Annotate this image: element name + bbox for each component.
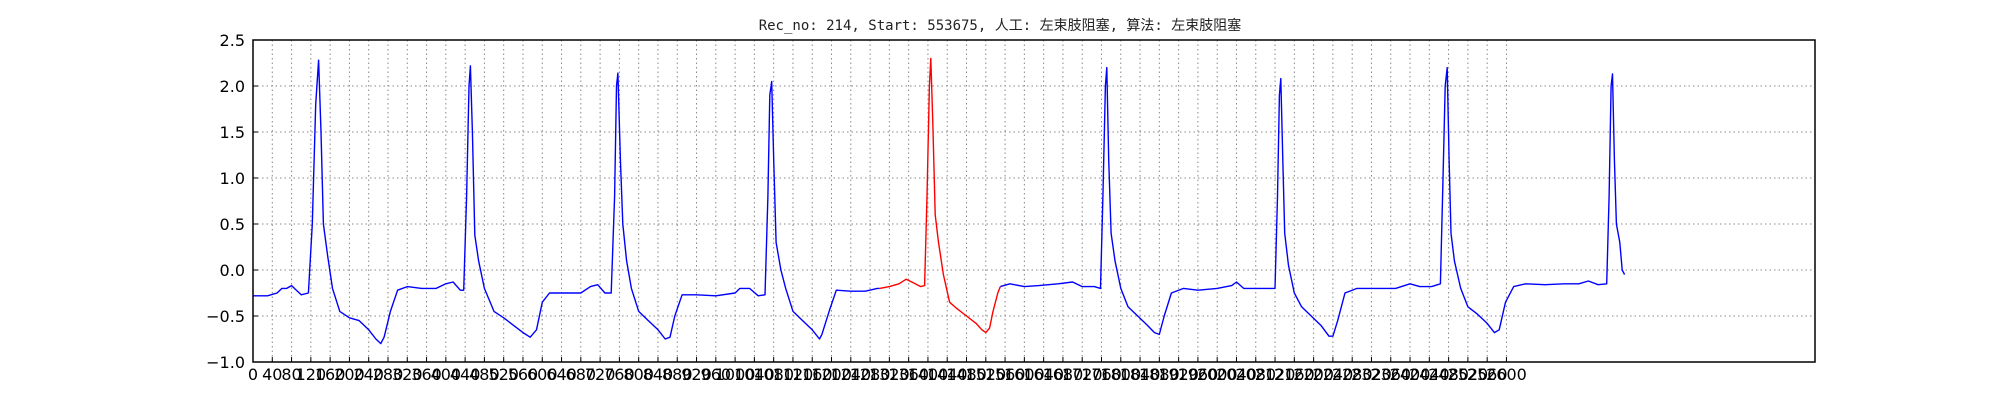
x-tick-label: 920 (681, 365, 712, 384)
x-tick-label: 1960 (1178, 365, 1219, 384)
x-tick-label: 1160 (792, 365, 833, 384)
x-tick-label: 2000 (1197, 365, 1238, 384)
ecg-trace-highlighted-beat (879, 57, 1001, 334)
x-tick-label: 1200 (811, 365, 852, 384)
x-tick-label: 1400 (908, 365, 949, 384)
x-tick-label: 600 (527, 365, 558, 384)
x-tick-label: 1240 (830, 365, 871, 384)
chart-title: Rec_no: 214, Start: 553675, 人工: 左束肢阻塞, 算… (759, 17, 1242, 34)
y-tick-labels: −1.0 −0.5 0.0 0.5 1.0 1.5 2.0 2.5 (206, 31, 245, 372)
x-tick-label: 1360 (888, 365, 929, 384)
x-tick-label: 1000 (715, 365, 756, 384)
x-tick-label: 800 (623, 365, 654, 384)
x-tick-label: 1680 (1043, 365, 1084, 384)
x-tick-label: 880 (662, 365, 693, 384)
x-tick-label: 2280 (1332, 365, 1373, 384)
y-tick-label: 2.0 (220, 77, 245, 96)
x-tick-label: 1760 (1081, 365, 1122, 384)
grid-lines (252, 39, 1815, 363)
x-tick-label: 480 (469, 365, 500, 384)
x-tick-label: 1720 (1062, 365, 1103, 384)
x-tick-label: 1080 (753, 365, 794, 384)
x-tick-label: 2520 (1448, 365, 1489, 384)
x-tick-label: 2080 (1235, 365, 1276, 384)
x-tick-label: 1840 (1120, 365, 1161, 384)
x-tick-label: 2040 (1216, 365, 1257, 384)
x-tick-label: 760 (604, 365, 635, 384)
x-tick-label: 1040 (734, 365, 775, 384)
x-tick-label: 440 (450, 365, 481, 384)
x-tick-label: 1480 (946, 365, 987, 384)
x-tick-label: 200 (334, 365, 365, 384)
x-tick-label: 1880 (1139, 365, 1180, 384)
x-tick-label: 1560 (985, 365, 1026, 384)
x-tick-label: 2560 (1467, 365, 1508, 384)
x-tick-label: 400 (431, 365, 462, 384)
x-tick-label: 2240 (1313, 365, 1354, 384)
x-tick-label: 1920 (1158, 365, 1199, 384)
x-tick-label: 1600 (1004, 365, 1045, 384)
y-tick-label: 0.0 (220, 261, 245, 280)
x-tick-label: 160 (315, 365, 346, 384)
x-tick-label: 280 (373, 365, 404, 384)
x-tick-label: 1120 (773, 365, 814, 384)
x-tick-label: 1320 (869, 365, 910, 384)
x-tick-label: 0 (248, 365, 258, 384)
x-tick-label: 1640 (1023, 365, 1064, 384)
x-tick-label: 1280 (850, 365, 891, 384)
ecg-trace-normal (1000, 66, 1626, 337)
ecg-trace-normal (253, 59, 880, 345)
x-tick-label: 2400 (1390, 365, 1431, 384)
x-tick-label: 2160 (1274, 365, 1315, 384)
y-tick-label: 1.5 (220, 123, 245, 142)
x-tick-label: 1800 (1100, 365, 1141, 384)
plot-frame (252, 39, 1816, 363)
x-tick-label: 640 (546, 365, 577, 384)
x-tick-label: 960 (701, 365, 732, 384)
x-tick-label: 360 (411, 365, 442, 384)
x-tick-label: 240 (353, 365, 384, 384)
y-tick-label: 1.0 (220, 169, 245, 188)
x-tick-label: 2480 (1428, 365, 1469, 384)
x-tick-label: 2320 (1351, 365, 1392, 384)
x-tick-label: 1520 (965, 365, 1006, 384)
y-tick-label: −1.0 (206, 353, 245, 372)
x-tick-label: 2600 (1486, 365, 1527, 384)
x-tick-label: 80 (281, 365, 301, 384)
y-tick-label: 0.5 (220, 215, 245, 234)
x-tick-label: 320 (392, 365, 423, 384)
x-tick-label: 40 (262, 365, 282, 384)
x-tick-label: 2360 (1370, 365, 1411, 384)
x-tick-label: 2200 (1293, 365, 1334, 384)
x-tick-label: 1440 (927, 365, 968, 384)
y-tick-label: 2.5 (220, 31, 245, 50)
x-tick-labels: 0 408012016020024028032036040044048052056… (248, 365, 1527, 384)
x-tick-label: 840 (643, 365, 674, 384)
ecg-series-layer (253, 57, 1626, 345)
x-tick-label: 520 (488, 365, 519, 384)
x-tick-label: 2120 (1255, 365, 1296, 384)
x-tick-label: 680 (566, 365, 597, 384)
x-tick-label: 560 (508, 365, 539, 384)
x-tick-label: 2440 (1409, 365, 1450, 384)
y-tick-label: −0.5 (206, 307, 245, 326)
x-tick-label: 120 (296, 365, 327, 384)
x-tick-label: 720 (585, 365, 616, 384)
